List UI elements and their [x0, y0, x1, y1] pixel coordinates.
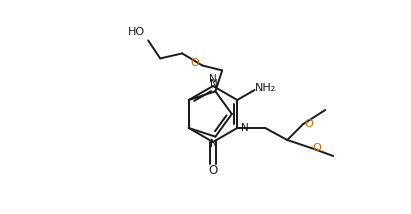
Text: N: N	[209, 74, 217, 84]
Text: HO: HO	[128, 27, 145, 37]
Text: O: O	[191, 58, 200, 68]
Text: NH₂: NH₂	[255, 83, 277, 92]
Text: O: O	[208, 165, 218, 177]
Text: N: N	[210, 79, 217, 89]
Text: O: O	[313, 143, 322, 153]
Text: N: N	[241, 123, 249, 133]
Text: N: N	[210, 139, 217, 149]
Text: O: O	[305, 119, 314, 129]
